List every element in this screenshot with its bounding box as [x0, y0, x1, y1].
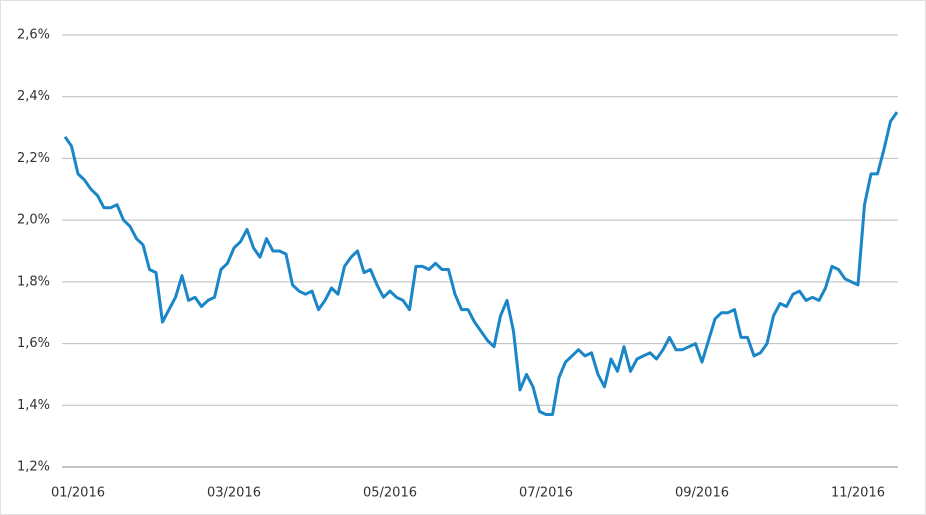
y-tick-label: 2,2% — [17, 151, 50, 166]
line-series — [63, 111, 899, 416]
y-tick-label: 1,4% — [17, 398, 50, 413]
y-tick-label: 1,8% — [17, 274, 50, 289]
x-tick-label: 01/2016 — [51, 486, 105, 501]
x-tick-label: 05/2016 — [363, 486, 417, 501]
y-tick-label: 2,6% — [17, 28, 50, 43]
x-tick-label: 11/2016 — [831, 486, 885, 501]
y-tick-label: 1,6% — [17, 336, 50, 351]
x-tick-label: 07/2016 — [519, 486, 573, 501]
y-tick-label: 1,2% — [17, 460, 50, 475]
y-tick-label: 2,0% — [17, 213, 50, 228]
y-tick-label: 2,4% — [17, 89, 50, 104]
x-tick-label: 03/2016 — [207, 486, 261, 501]
x-tick-label: 09/2016 — [675, 486, 729, 501]
